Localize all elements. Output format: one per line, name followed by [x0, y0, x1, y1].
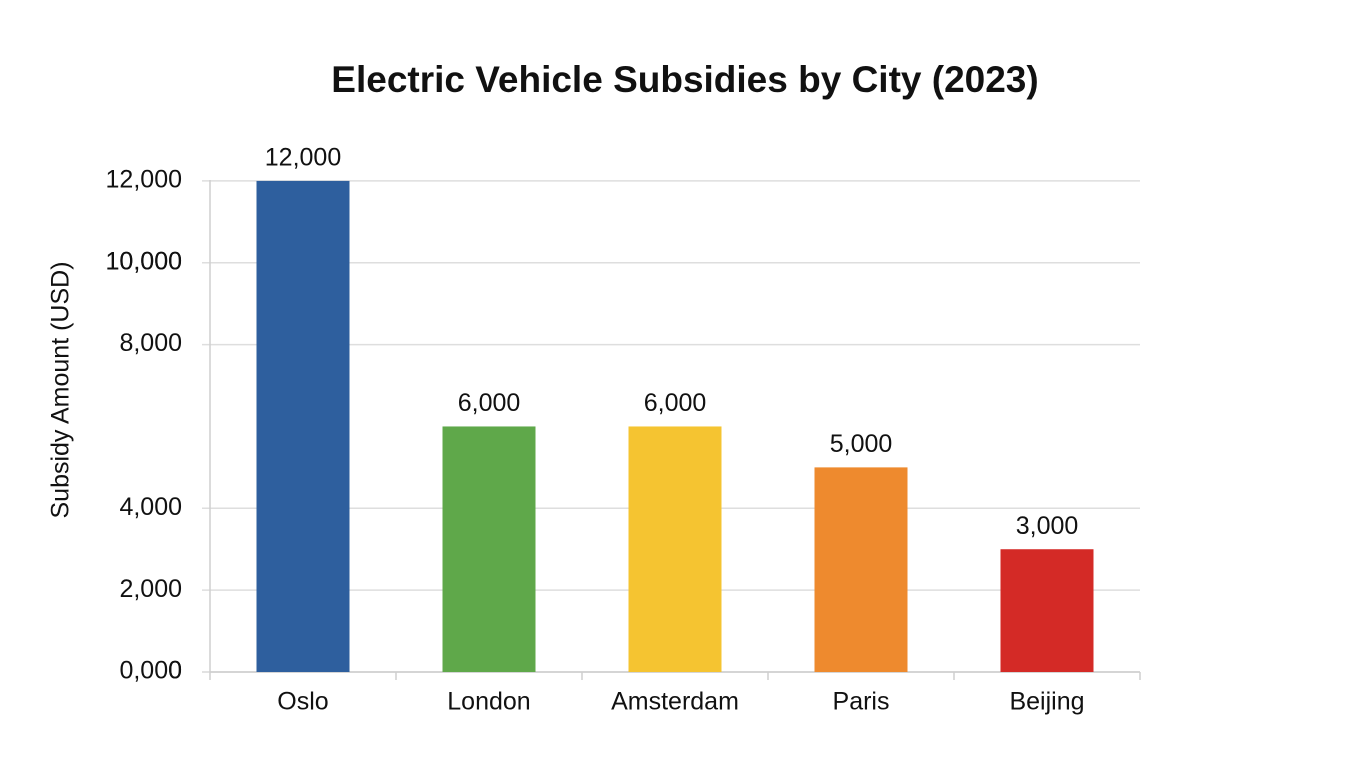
- bar: [256, 180, 350, 672]
- chart-title: Electric Vehicle Subsidies by City (2023…: [331, 59, 1038, 100]
- value-label: 12,000: [265, 144, 341, 172]
- y-axis-label: Subsidy Amount (USD): [47, 261, 75, 518]
- y-tick-label: 0,000: [119, 657, 182, 685]
- y-tick-label: 0: [168, 657, 182, 685]
- y-tick-label: 4,000: [119, 493, 182, 521]
- y-tick-label: 2,000: [119, 575, 182, 603]
- value-label: 5,000: [830, 430, 893, 458]
- y-tick-label: 10,000: [106, 247, 182, 275]
- bar: [628, 426, 722, 672]
- x-tick-label: Beijing: [1009, 688, 1084, 716]
- y-tick-label: 10,000: [106, 247, 182, 275]
- bar: [442, 426, 536, 672]
- value-label: 6,000: [458, 389, 521, 417]
- value-label: 3,000: [1016, 512, 1079, 540]
- y-tick-label: 8,000: [119, 329, 182, 357]
- bar: [1000, 549, 1094, 672]
- x-tick-label: London: [447, 688, 530, 716]
- value-label: 6,000: [644, 389, 707, 417]
- bar: [814, 467, 908, 672]
- x-tick-label: Amsterdam: [611, 688, 739, 716]
- x-tick-label: Oslo: [277, 688, 328, 716]
- x-tick-label: Paris: [833, 688, 890, 716]
- y-tick-label: 12,000: [106, 166, 182, 194]
